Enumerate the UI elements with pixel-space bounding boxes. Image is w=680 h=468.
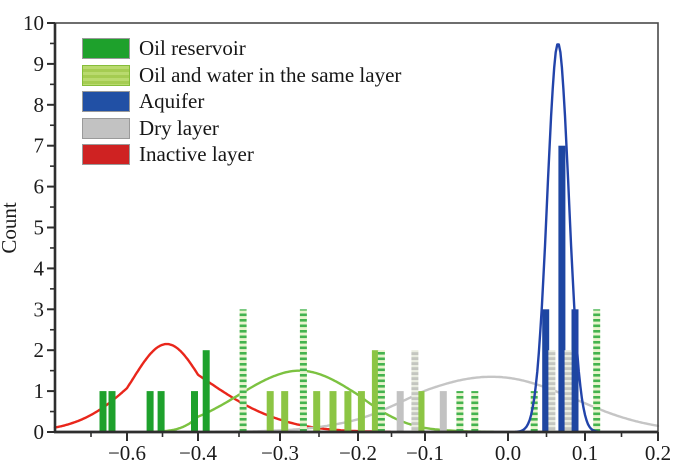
bar xyxy=(357,391,365,432)
y-axis-title: Count xyxy=(0,202,21,254)
legend-item-oil-and-water: Oil and water in the same layer xyxy=(82,62,402,87)
x-tick-label: −0.3 xyxy=(261,441,299,465)
bar xyxy=(157,391,165,432)
x-tick-label: 0.2 xyxy=(645,441,671,465)
bar xyxy=(548,350,556,432)
x-tick-label: −0.6 xyxy=(108,441,146,465)
legend-label-oil-and-water: Oil and water in the same layer xyxy=(139,62,402,87)
bar xyxy=(202,350,210,432)
legend-label-inactive-layer: Inactive layer xyxy=(139,142,254,167)
bar xyxy=(530,391,538,432)
bars-oil xyxy=(99,350,210,432)
legend-swatch-oil-and-water xyxy=(82,64,130,86)
y-tick-label: 8 xyxy=(34,93,45,117)
legend-label-oil-reservoir: Oil reservoir xyxy=(139,36,246,61)
bar xyxy=(329,391,337,432)
y-tick-label: 4 xyxy=(34,256,45,280)
legend-swatch-aquifer xyxy=(82,91,130,113)
bar xyxy=(417,391,425,432)
bars-oilwater xyxy=(239,309,601,432)
y-tick-label: 2 xyxy=(34,338,45,362)
y-tick-label: 9 xyxy=(34,52,45,76)
fit-curves-foreground xyxy=(514,43,601,433)
bars-aquifer xyxy=(542,145,579,432)
legend-swatch-oil-reservoir xyxy=(82,38,130,60)
bar xyxy=(593,309,601,432)
y-tick-label: 0 xyxy=(34,420,45,444)
bar xyxy=(108,391,116,432)
y-tick-label: 1 xyxy=(34,379,45,403)
bar xyxy=(191,391,198,432)
y-tick-label: 3 xyxy=(34,297,45,321)
x-tick-label: 0.0 xyxy=(495,441,521,465)
bar xyxy=(146,391,154,432)
legend-label-aquifer: Aquifer xyxy=(139,89,205,114)
bar xyxy=(558,145,566,432)
legend: Oil reservoir Oil and water in the same … xyxy=(82,38,401,171)
fit-curve-dry xyxy=(214,375,660,433)
fit-curve-aquifer xyxy=(514,43,601,433)
bar xyxy=(411,350,419,432)
bar xyxy=(313,391,321,432)
bar xyxy=(439,391,447,432)
x-axis-ticks: −0.6 −0.4 −0.3 −0.2 −0.1 0.0 0.1 0.2 xyxy=(90,432,671,465)
y-tick-label: 7 xyxy=(34,134,45,158)
bar xyxy=(564,350,572,432)
legend-item-inactive-layer: Inactive layer xyxy=(82,144,401,166)
x-tick-label: −0.2 xyxy=(339,441,377,465)
bar xyxy=(371,350,379,432)
bar xyxy=(471,391,479,432)
bar xyxy=(456,391,464,432)
legend-item-dry-layer: Dry layer xyxy=(82,115,401,140)
legend-swatch-dry-layer xyxy=(82,117,130,139)
x-tick-label: −0.4 xyxy=(179,441,218,465)
x-tick-label: −0.1 xyxy=(406,441,444,465)
y-tick-label: 5 xyxy=(34,216,45,240)
bar xyxy=(377,350,385,432)
x-tick-label: 0.1 xyxy=(572,441,598,465)
bar xyxy=(239,309,247,432)
bar xyxy=(396,391,404,432)
bar xyxy=(542,309,550,432)
legend-label-dry-layer: Dry layer xyxy=(139,115,219,140)
y-tick-label: 10 xyxy=(23,11,44,35)
histogram-bars xyxy=(99,145,601,432)
bar xyxy=(299,309,307,432)
legend-item-aquifer: Aquifer xyxy=(82,91,401,113)
bar xyxy=(99,391,107,432)
bar xyxy=(266,391,274,432)
legend-swatch-inactive-layer xyxy=(82,144,130,166)
bar xyxy=(281,391,289,432)
bars-dry xyxy=(396,350,572,432)
bar xyxy=(571,309,579,432)
bar xyxy=(344,391,352,432)
axes: −0.6 −0.4 −0.3 −0.2 −0.1 0.0 0.1 0.2 0 1 2 3 4 5 6 7 8 9 1… xyxy=(0,11,671,465)
y-axis-ticks: 0 1 2 3 4 5 6 7 8 9 10 xyxy=(23,11,55,444)
y-tick-label: 6 xyxy=(34,175,45,199)
legend-item-oil-reservoir: Oil reservoir xyxy=(82,38,401,60)
